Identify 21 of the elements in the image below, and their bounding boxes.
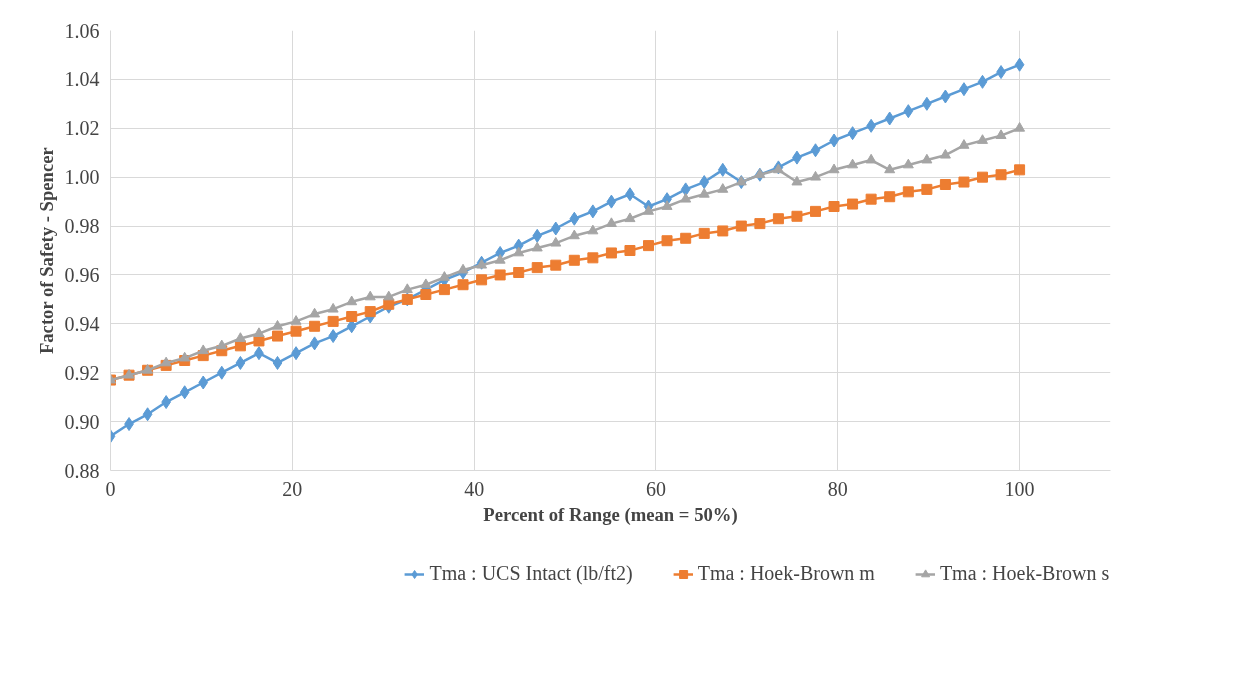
legend-label: Tma : Hoek-Brown m [697,562,875,585]
x-tick-label: 100 [1004,477,1035,500]
y-tick-label: 0.98 [64,215,100,238]
y-tick-label: 0.90 [64,410,100,433]
x-tick-label: 60 [645,477,666,500]
x-axis-title: Percent of Range (mean = 50%) [483,503,738,526]
y-tick-label: 0.92 [64,361,100,384]
x-tick-label: 20 [282,477,303,500]
y-tick-label: 1.06 [64,19,100,42]
x-tick-label: 40 [464,477,485,500]
y-tick-label: 0.96 [64,263,100,286]
y-tick-label: 1.02 [64,117,100,140]
y-axis-title: Factor of Safety - Spencer [35,147,57,355]
legend-label: Tma : UCS Intact (lb/ft2) [429,562,633,585]
legend-label: Tma : Hoek-Brown s [939,562,1110,585]
y-tick-label: 1.04 [64,68,100,91]
y-tick-label: 0.94 [64,312,100,335]
x-tick-label: 80 [827,477,848,500]
y-tick-label: 1.00 [64,166,100,189]
x-tick-label: 0 [105,477,116,500]
y-tick-label: 0.88 [64,459,100,482]
